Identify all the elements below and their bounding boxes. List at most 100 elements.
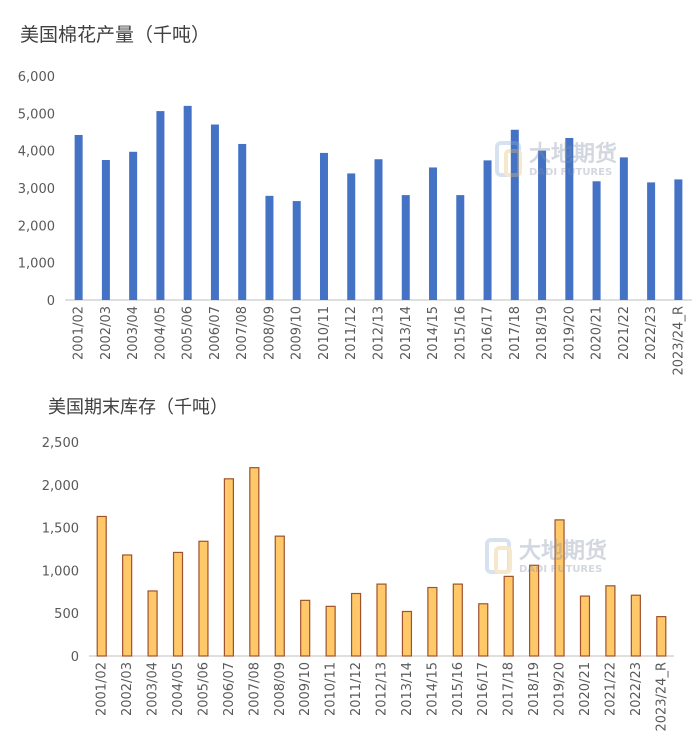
logo-mark-inner-icon: [504, 149, 522, 177]
bar: [401, 195, 410, 300]
bar: [172, 551, 184, 657]
x-tick-label: 2018/19: [527, 662, 542, 716]
x-tick-label: 2003/04: [146, 662, 161, 716]
y-tick-label: 0: [71, 650, 79, 665]
bar: [554, 519, 565, 657]
bar: [579, 595, 591, 657]
bar: [619, 157, 628, 300]
x-tick-label: 2022/23: [644, 306, 659, 360]
x-tick-label: 2018/19: [535, 306, 550, 360]
x-tick-label: 2007/08: [235, 306, 250, 360]
bar: [452, 583, 463, 657]
bar: [274, 535, 285, 657]
x-tick-label: 2002/03: [99, 306, 114, 360]
bar: [249, 467, 260, 657]
y-tick-label: 6,000: [18, 70, 55, 85]
x-tick-label: 2005/06: [181, 306, 196, 360]
x-tick-label: 2022/23: [629, 662, 644, 716]
bar: [198, 540, 209, 657]
bar: [427, 586, 438, 657]
production-chart: 美国棉花产量（千吨） 0 1,000 2,000 3,000 4,000 5,000 6,0…: [18, 24, 692, 376]
bar: [510, 129, 519, 300]
y-tick-label: 2,000: [42, 479, 79, 494]
bar: [325, 605, 336, 657]
y-tick-label: 500: [54, 607, 79, 622]
x-tick-label: 2009/10: [298, 662, 313, 716]
x-tick-label: 2015/16: [451, 662, 466, 716]
y-tick-label: 0: [47, 294, 55, 309]
x-tick-label: 2010/11: [324, 662, 339, 716]
watermark-brand-en: DADI FUTURES: [519, 564, 602, 575]
bar: [347, 173, 356, 300]
bar: [238, 143, 247, 300]
x-tick-label: 2017/18: [508, 306, 523, 360]
bar: [647, 182, 656, 300]
x-tick-label: 2002/03: [120, 662, 135, 716]
x-tick-label: 2017/18: [502, 662, 517, 716]
x-tick-label: 2014/15: [425, 662, 440, 716]
bar: [183, 105, 192, 300]
bar: [101, 160, 110, 300]
x-tick-label: 2012/13: [372, 306, 387, 360]
y-tick-label: 4,000: [18, 145, 55, 160]
y-tick-label: 3,000: [18, 182, 55, 197]
bar: [529, 564, 540, 657]
chart-title: 美国期末库存（千吨）: [48, 397, 228, 418]
bar: [376, 583, 387, 657]
x-tick-label: 2015/16: [453, 306, 468, 360]
watermark-brand-en: DADI FUTURES: [529, 167, 612, 178]
bar: [483, 160, 492, 300]
inventory-plot: 0 500 1,000 1,500 2,000 2,500 2001/02 2002/03 20…: [42, 436, 674, 732]
bar: [401, 610, 413, 657]
x-tick-label: 2016/17: [476, 662, 491, 716]
y-tick-label: 2,000: [18, 219, 55, 234]
x-tick-label: 2012/13: [375, 662, 390, 716]
bar: [565, 137, 574, 300]
y-tick-label: 1,000: [18, 257, 55, 272]
x-tick-label: 2019/20: [553, 662, 568, 716]
logo-mark-inner-icon: [494, 546, 512, 574]
x-tick-label: 2013/14: [400, 662, 415, 716]
bar: [319, 152, 328, 300]
bar: [605, 585, 616, 657]
x-tick-label: 2020/21: [590, 306, 605, 360]
bar: [429, 167, 438, 300]
watermark-brand-cn: 大地期货: [529, 141, 617, 167]
watermark-brand-cn: 大地期货: [519, 538, 607, 564]
bar: [656, 616, 667, 657]
x-tick-label: 2021/22: [617, 306, 632, 360]
bar: [456, 195, 465, 300]
x-tick-label: 2001/02: [95, 662, 110, 716]
x-tick-label: 2021/22: [603, 662, 618, 716]
x-tick-label: 2004/05: [153, 306, 168, 360]
bar: [674, 179, 683, 300]
production-plot: 0 1,000 2,000 3,000 4,000 5,000 6,000 2001/02 20…: [18, 70, 692, 376]
bar: [156, 111, 165, 301]
bar: [210, 124, 219, 301]
bar: [74, 134, 83, 300]
x-tick-label: 2007/08: [247, 662, 262, 716]
inventory-chart: 美国期末库存（千吨） 0 500 1,000 1,500 2,000 2,500 2001/…: [0, 385, 700, 748]
x-tick-label: 2008/09: [262, 306, 277, 360]
bar: [630, 594, 641, 657]
x-tick-label: 2011/12: [349, 662, 364, 716]
x-tick-label: 2006/07: [208, 306, 223, 360]
bar: [503, 575, 514, 657]
y-tick-label: 1,500: [42, 522, 79, 537]
x-tick-label: 2020/21: [578, 662, 593, 716]
x-tick-label: 2011/12: [344, 306, 359, 360]
bar: [265, 195, 274, 300]
x-tick-label: 2008/09: [273, 662, 288, 716]
x-tick-label: 2010/11: [317, 306, 332, 360]
chart-title: 美国棉花产量（千吨）: [20, 24, 211, 46]
x-tick-label: 2023/24_R: [671, 306, 686, 376]
bar: [300, 599, 311, 657]
y-tick-label: 5,000: [18, 107, 55, 122]
bar: [374, 159, 383, 300]
bar: [538, 150, 547, 300]
x-tick-label: 2004/05: [171, 662, 186, 716]
logo-mark-icon: [495, 141, 521, 177]
bar: [223, 478, 234, 657]
